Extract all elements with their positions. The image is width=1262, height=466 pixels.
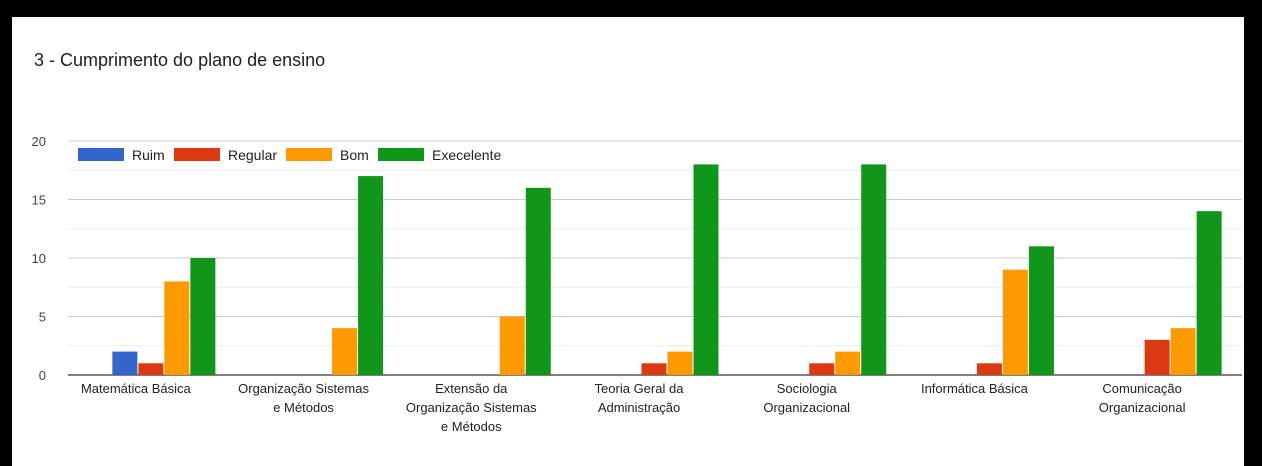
bar-bom — [332, 328, 358, 375]
x-category-label: Sociologia Organizacional — [763, 381, 850, 415]
legend-swatch-ruim — [78, 148, 124, 161]
x-category-label-line: Administração — [598, 400, 680, 415]
x-category-label-line: Organização Sistemas — [406, 400, 537, 415]
x-category-label-line: Matemática Básica — [81, 381, 192, 396]
x-category-label: Comunicação Organizacional — [1099, 381, 1186, 415]
y-axis-tick-labels: 0 5 10 15 20 — [32, 134, 46, 383]
bar-execelente — [861, 164, 887, 375]
x-category-label-line: Organizacional — [1099, 400, 1186, 415]
y-tick-label: 5 — [39, 310, 46, 325]
bar-bom — [835, 351, 861, 375]
bar-execelente — [1196, 211, 1222, 375]
x-category-label: Extensão da Organização Sistemas e Métodos — [406, 381, 537, 434]
legend-label-ruim: Ruim — [132, 147, 165, 163]
bar-regular — [1144, 339, 1170, 375]
bar-regular — [138, 363, 164, 375]
chart-panel: 3 - Cumprimento do plano de ensino 0 5 10 1… — [12, 17, 1244, 466]
x-category-label-line: e Métodos — [273, 400, 334, 415]
chart-title: 3 - Cumprimento do plano de ensino — [34, 50, 326, 70]
bar-bom — [164, 281, 190, 375]
legend-label-bom: Bom — [340, 147, 369, 163]
bar-bom — [1002, 269, 1028, 375]
bar-bom — [499, 316, 525, 375]
x-axis-category-labels: Matemática Básica Organização Sistemas e M… — [81, 381, 1186, 434]
bar-bom — [1170, 328, 1196, 375]
x-category-label-line: Teoria Geral da — [595, 381, 685, 396]
x-category-label-line: Organização Sistemas — [238, 381, 369, 396]
legend-swatch-execelente — [378, 148, 424, 161]
bar-execelente — [1028, 246, 1054, 375]
y-tick-label: 0 — [39, 368, 46, 383]
x-category-label-line: Extensão da — [435, 381, 508, 396]
x-category-label: Informática Básica — [921, 381, 1029, 396]
y-tick-label: 15 — [32, 193, 46, 208]
bar-ruim — [112, 351, 138, 375]
x-category-label-line: Informática Básica — [921, 381, 1029, 396]
bar-bom — [667, 351, 693, 375]
x-category-label: Teoria Geral da Administração — [595, 381, 685, 415]
legend-label-regular: Regular — [228, 147, 277, 163]
x-category-label-line: Sociologia — [777, 381, 838, 396]
legend: Ruim Regular Bom Execelente — [78, 147, 501, 163]
bar-regular — [641, 363, 667, 375]
x-category-label-line: Comunicação — [1102, 381, 1182, 396]
x-category-label-line: e Métodos — [441, 419, 502, 434]
legend-swatch-regular — [174, 148, 220, 161]
bar-execelente — [525, 187, 551, 375]
y-tick-label: 20 — [32, 134, 46, 149]
y-tick-label: 10 — [32, 251, 46, 266]
bar-execelente — [190, 258, 216, 375]
x-category-label-line: Organizacional — [763, 400, 850, 415]
legend-label-execelente: Execelente — [432, 147, 501, 163]
bar-regular — [976, 363, 1002, 375]
x-category-label: Organização Sistemas e Métodos — [238, 381, 369, 415]
bar-chart: 0 5 10 15 20 Matemática Básica Organização Si… — [32, 134, 1242, 434]
bar-execelente — [358, 176, 384, 375]
bar-execelente — [693, 164, 719, 375]
bar-regular — [809, 363, 835, 375]
legend-swatch-bom — [286, 148, 332, 161]
gridlines — [68, 140, 1242, 376]
bars — [112, 164, 1222, 375]
x-category-label: Matemática Básica — [81, 381, 192, 396]
